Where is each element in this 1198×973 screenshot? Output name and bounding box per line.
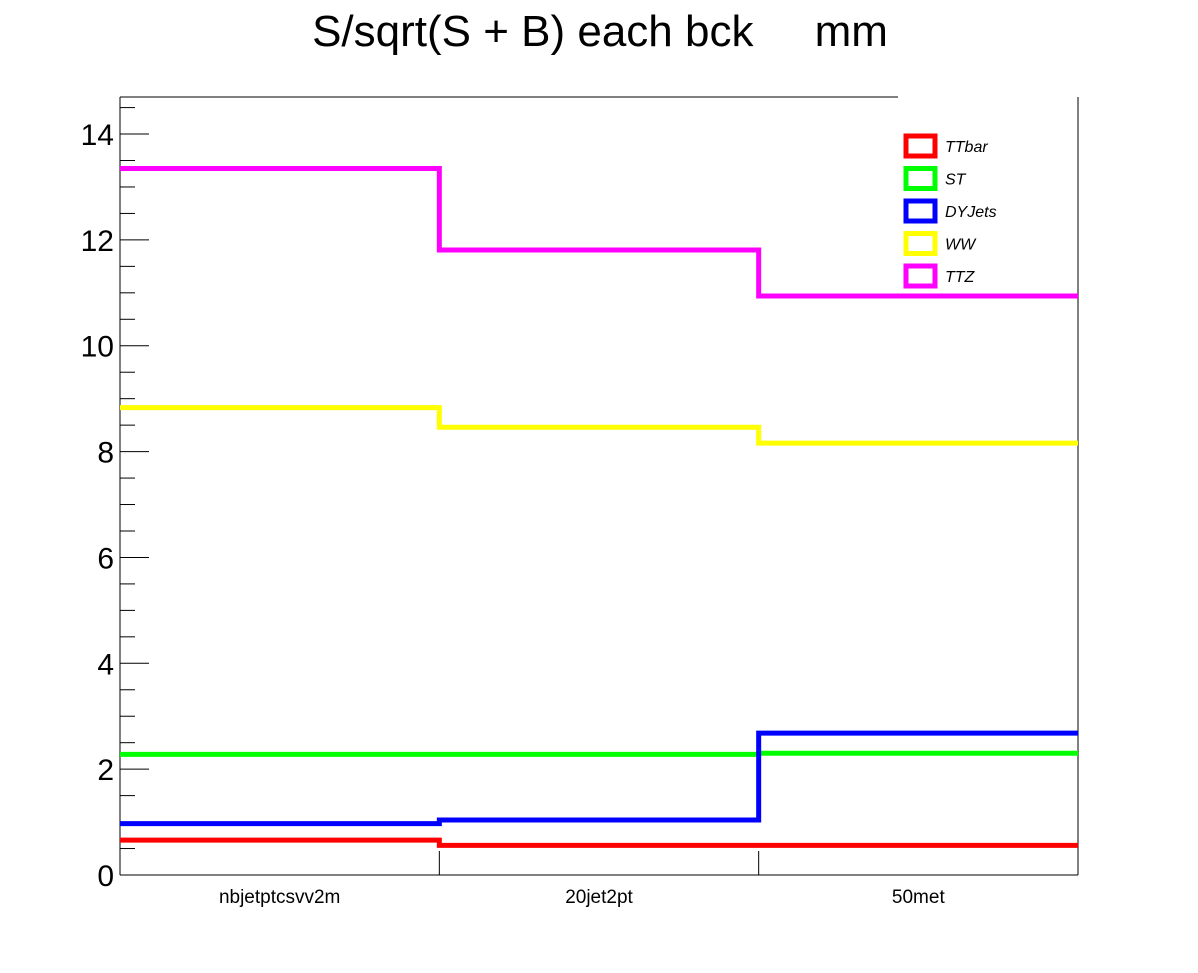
series-line-st [120, 750, 1078, 757]
legend-label-dyjets: DYJets [945, 204, 997, 221]
x-tick-label: nbjetptcsvv2m [219, 887, 340, 908]
y-tick-label: 2 [97, 754, 114, 787]
y-tick-label: 10 [81, 331, 114, 364]
y-tick-label: 6 [97, 542, 114, 575]
y-tick-label: 0 [97, 860, 114, 893]
chart-title: S/sqrt(S + B) each bck mm [312, 7, 888, 56]
y-tick-label: 12 [81, 225, 114, 258]
series-line-ttbar [120, 837, 1078, 848]
legend-swatch-ttz [903, 263, 938, 289]
x-tick-label: 50met [892, 887, 946, 908]
series-line-ttz [120, 165, 1078, 299]
legend-label-ttz: TTZ [945, 269, 976, 286]
series-line-dyjets [120, 730, 1078, 827]
y-tick-label: 14 [81, 119, 114, 152]
y-tick-label: 4 [97, 648, 114, 681]
legend-label-st: ST [945, 172, 967, 189]
legend-swatch-ww [903, 231, 938, 256]
legend-swatch-ttbar [903, 133, 938, 159]
x-tick-label: 20jet2pt [565, 887, 633, 908]
y-tick-label: 8 [97, 437, 114, 470]
legend-swatch-dyjets [903, 198, 938, 224]
legend-swatch-st [903, 166, 938, 191]
legend-label-ww: WW [945, 237, 977, 254]
series-line-ww [120, 405, 1078, 446]
legend-label-ttbar: TTbar [945, 139, 988, 156]
